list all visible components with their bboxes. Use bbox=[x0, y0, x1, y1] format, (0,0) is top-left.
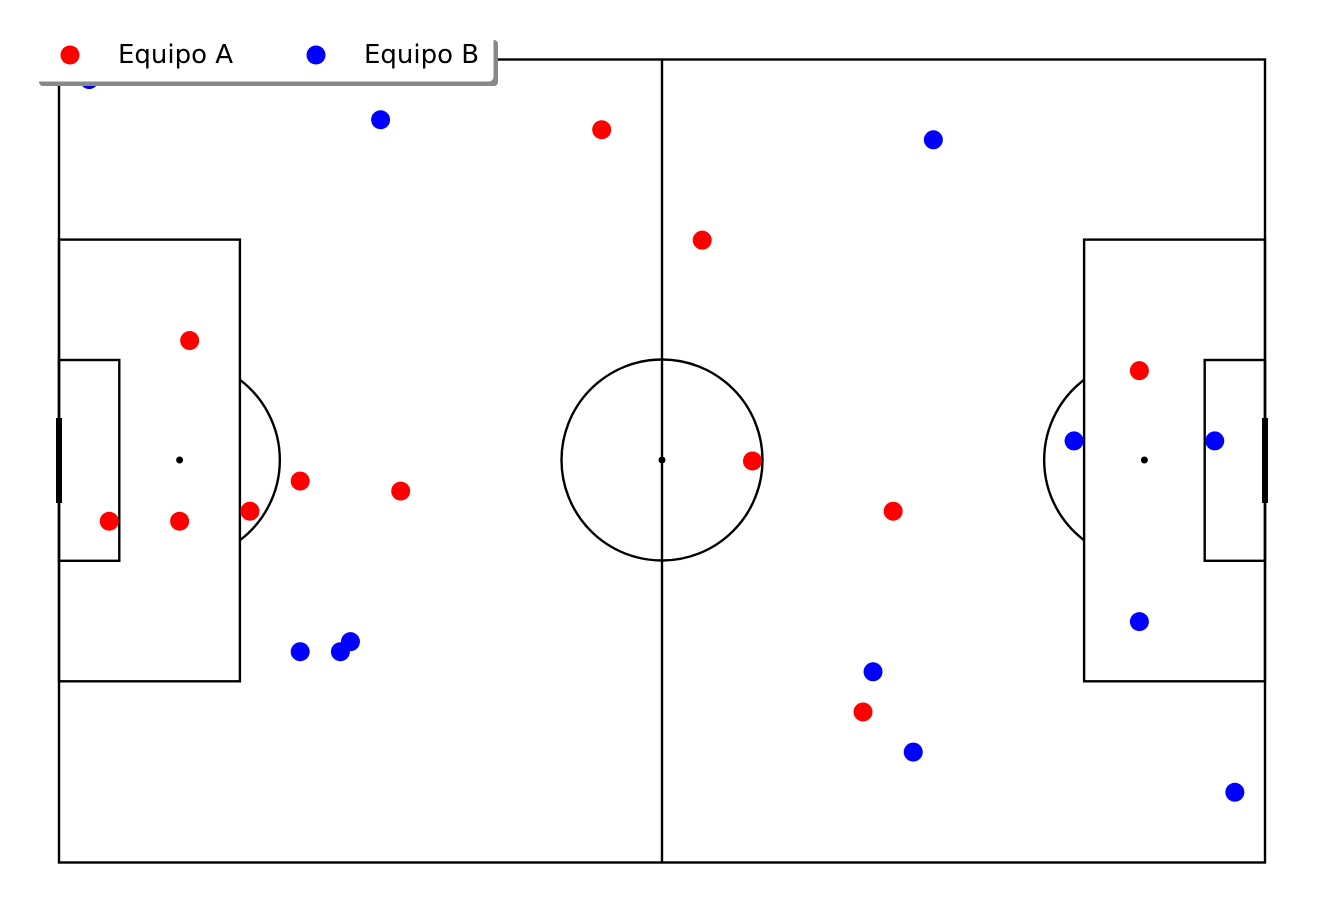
player-point-equipo-b-6 bbox=[1129, 612, 1149, 632]
left-goal-area bbox=[57, 358, 121, 563]
player-point-equipo-b-10 bbox=[863, 662, 883, 682]
player-point-equipo-a-6 bbox=[290, 471, 310, 491]
legend-box bbox=[33, 34, 494, 82]
right-penalty-spot bbox=[1140, 456, 1148, 464]
player-point-equipo-b-8 bbox=[290, 642, 310, 662]
player-point-equipo-a-2 bbox=[692, 230, 712, 250]
player-point-equipo-a-1 bbox=[592, 120, 612, 140]
player-point-equipo-a-8 bbox=[240, 501, 260, 521]
player-point-equipo-b-3 bbox=[923, 130, 943, 150]
player-point-equipo-b-2 bbox=[371, 110, 391, 130]
left-penalty-spot bbox=[176, 456, 184, 464]
player-point-equipo-b-11 bbox=[903, 742, 923, 762]
left-penalty-area bbox=[57, 238, 242, 683]
center-spot bbox=[658, 456, 666, 464]
player-point-equipo-a-5 bbox=[742, 451, 762, 471]
player-point-equipo-a-3 bbox=[180, 331, 200, 351]
player-point-equipo-a-4 bbox=[1129, 361, 1149, 381]
legend-label-equipo-b: Equipo B bbox=[364, 40, 479, 70]
player-point-equipo-a-11 bbox=[170, 511, 190, 531]
pitch-markings bbox=[56, 58, 1268, 864]
player-point-equipo-a-9 bbox=[883, 501, 903, 521]
legend: Equipo A Equipo B bbox=[33, 34, 498, 86]
player-point-equipo-b-4 bbox=[1064, 431, 1084, 451]
player-point-equipo-a-12 bbox=[853, 702, 873, 722]
player-point-equipo-b-5 bbox=[1205, 431, 1225, 451]
legend-marker-equipo-a bbox=[60, 45, 80, 65]
player-point-equipo-b-9 bbox=[330, 642, 350, 662]
right-penalty-area bbox=[1082, 238, 1267, 683]
player-point-equipo-a-7 bbox=[391, 481, 411, 501]
player-point-equipo-a-10 bbox=[99, 511, 119, 531]
left-penalty-arc bbox=[239, 378, 281, 542]
center-circle bbox=[560, 358, 764, 562]
right-goal-area bbox=[1203, 358, 1267, 563]
right-penalty-arc bbox=[1043, 378, 1085, 542]
legend-marker-equipo-b bbox=[306, 45, 326, 65]
player-point-equipo-b-12 bbox=[1225, 782, 1245, 802]
player-points bbox=[79, 70, 1245, 802]
legend-label-equipo-a: Equipo A bbox=[118, 40, 233, 70]
